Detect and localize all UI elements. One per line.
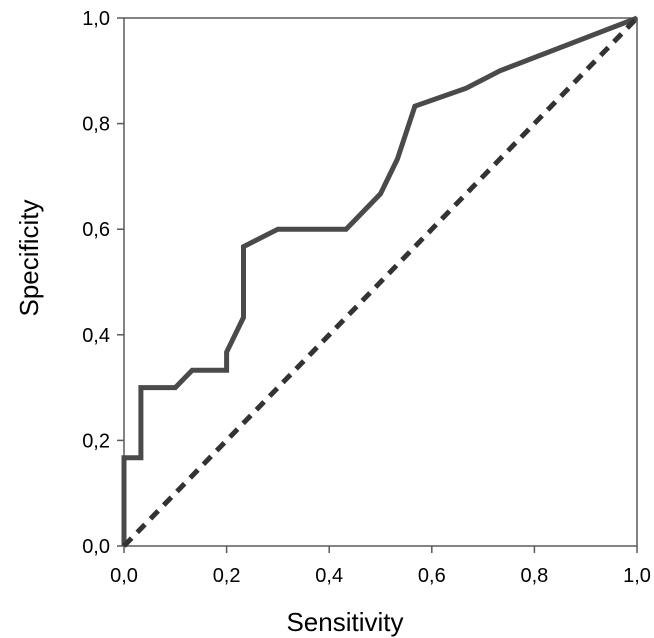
y-axis-title: Specificity — [14, 199, 44, 316]
x-tick-label: 0,6 — [418, 565, 446, 587]
y-tick-label: 1,0 — [82, 8, 110, 30]
series-layer — [121, 15, 639, 548]
plot-area-frame — [123, 17, 638, 547]
x-tick-label: 0,4 — [315, 565, 343, 587]
reference-diagonal-line — [122, 16, 639, 548]
y-tick-label: 0,2 — [82, 430, 110, 452]
y-tick-label: 0,0 — [82, 536, 110, 558]
x-axis: 0,0 0,2 0,4 0,6 0,8 1,0 — [110, 546, 651, 587]
y-tick-label: 0,4 — [82, 325, 110, 347]
y-axis: 0,0 0,2 0,4 0,6 0,8 1,0 — [82, 8, 124, 558]
x-axis-title: Sensitivity — [286, 607, 403, 637]
x-tick-label: 0,2 — [213, 565, 241, 587]
x-tick-label: 0,0 — [110, 565, 138, 587]
y-tick-label: 0,6 — [82, 219, 110, 241]
roc-curve-line — [121, 15, 638, 546]
x-tick-label: 1,0 — [623, 565, 651, 587]
x-tick-label: 0,8 — [520, 565, 548, 587]
y-tick-label: 0,8 — [82, 114, 110, 136]
